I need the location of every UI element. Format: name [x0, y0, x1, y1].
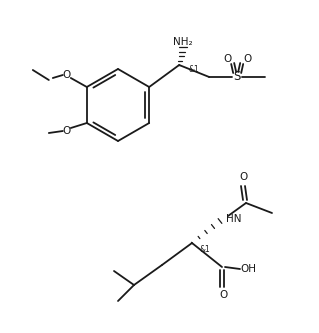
- Text: O: O: [223, 54, 231, 64]
- Text: &1: &1: [200, 244, 211, 253]
- Text: O: O: [240, 172, 248, 182]
- Text: O: O: [220, 290, 228, 300]
- Text: O: O: [63, 70, 71, 80]
- Text: HN: HN: [226, 214, 241, 224]
- Text: NH₂: NH₂: [173, 37, 193, 47]
- Text: O: O: [243, 54, 251, 64]
- Text: S: S: [234, 71, 241, 84]
- Text: &1: &1: [188, 66, 199, 75]
- Text: O: O: [63, 126, 71, 136]
- Text: OH: OH: [240, 264, 256, 274]
